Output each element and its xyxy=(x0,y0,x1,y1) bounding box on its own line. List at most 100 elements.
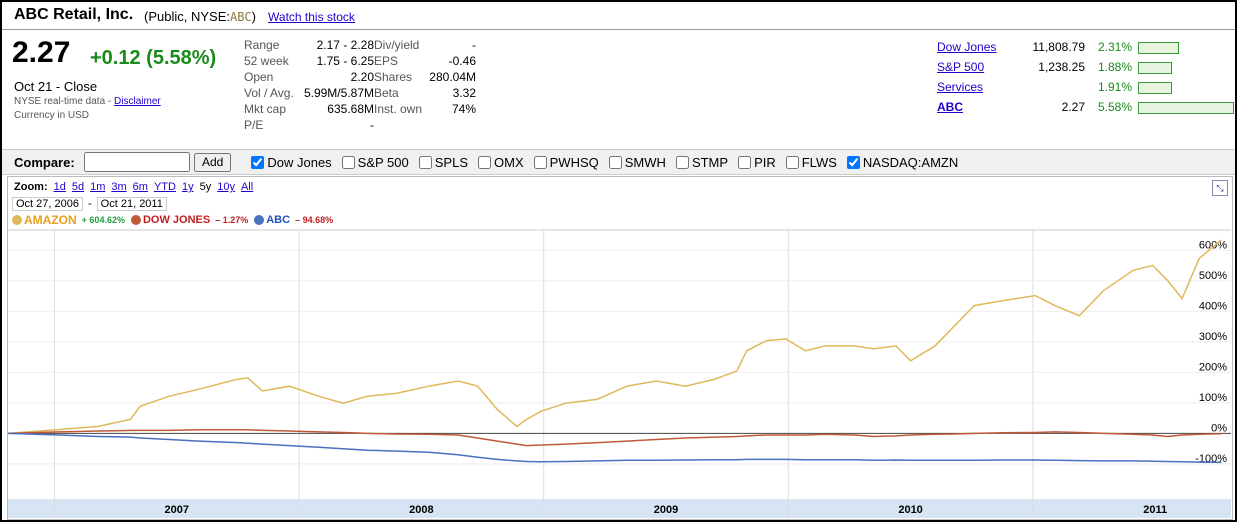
y-tick-label: 0% xyxy=(1211,422,1227,434)
exchange-info: (Public, NYSE: ABC ) Watch this stock xyxy=(144,9,355,24)
stat-value: - xyxy=(370,118,374,132)
compare-bar: Compare: Add Dow Jones S&P 500 SPLS OMX PWHS… xyxy=(2,149,1235,175)
compare-checkbox[interactable] xyxy=(418,155,432,169)
zoom-option[interactable]: 1m xyxy=(90,181,106,193)
y-tick-label: 400% xyxy=(1199,300,1227,312)
legend-change: + 604.62% xyxy=(81,215,125,225)
y-tick-label: 200% xyxy=(1199,361,1227,373)
currency: Currency in USD xyxy=(14,110,90,121)
zoom-option[interactable]: 1y xyxy=(181,181,194,193)
x-tick-label: 2009 xyxy=(654,504,678,516)
y-tick-label: 300% xyxy=(1199,331,1227,343)
series-line xyxy=(7,239,1222,435)
zoom-option[interactable]: 6m xyxy=(132,181,148,193)
y-tick-label: 500% xyxy=(1199,270,1227,282)
compare-checkbox[interactable] xyxy=(341,155,355,169)
series-line xyxy=(7,432,1222,464)
index-bar xyxy=(1138,62,1172,74)
index-bar xyxy=(1138,82,1173,94)
stat-value: 635.68M xyxy=(327,102,374,116)
compare-checkbox[interactable] xyxy=(478,155,492,169)
compare-checkbox[interactable] xyxy=(608,155,622,169)
compare-option: S&P 500 xyxy=(357,154,409,170)
compare-option: PIR xyxy=(754,154,776,170)
compare-option: FLWS xyxy=(801,154,837,170)
index-bar xyxy=(1138,102,1234,114)
stat-label: Inst. own xyxy=(374,102,423,116)
index-change: 1.88% xyxy=(1097,60,1132,74)
index-bar xyxy=(1138,42,1179,54)
add-button[interactable]: Add xyxy=(194,152,232,172)
stat-value: 2.17 - 2.28 xyxy=(316,38,374,52)
price-change: +0.12 (5.58%) xyxy=(90,47,217,69)
y-tick-label: 600% xyxy=(1199,239,1227,251)
exchange-prefix: (Public, NYSE: xyxy=(144,9,230,24)
stat-label: P/E xyxy=(244,118,264,132)
compare-input[interactable] xyxy=(84,152,190,172)
ticker: ABC xyxy=(229,9,252,24)
x-tick-label: 2010 xyxy=(898,504,922,516)
compare-option: SPLS xyxy=(434,154,469,170)
stat-label: Div/yield xyxy=(374,38,420,52)
stat-label: Shares xyxy=(374,70,413,84)
index-link[interactable]: Dow Jones xyxy=(937,40,997,54)
y-tick-label: -100% xyxy=(1195,453,1227,465)
compare-checkbox[interactable] xyxy=(785,155,799,169)
stat-label: Open xyxy=(244,70,274,84)
index-link[interactable]: Services xyxy=(937,80,984,94)
stat-value: 280.04M xyxy=(429,70,476,84)
zoom-option[interactable]: All xyxy=(240,181,254,193)
price: 2.27 xyxy=(12,36,71,69)
source-text: NYSE real-time data - xyxy=(14,96,115,107)
expand-icon[interactable]: ⤡ xyxy=(1212,180,1228,196)
stat-label: Beta xyxy=(374,86,399,100)
index-link[interactable]: S&P 500 xyxy=(937,60,985,74)
zoom-option[interactable]: 5d xyxy=(71,181,85,193)
stat-value: 2.20 xyxy=(350,70,374,84)
index-link[interactable]: ABC xyxy=(937,100,963,114)
index-price: 11,808.79 xyxy=(1032,40,1086,54)
x-axis-band xyxy=(8,499,1231,518)
zoom-option[interactable]: 1d xyxy=(53,181,66,193)
zoom-option[interactable]: YTD xyxy=(153,181,176,193)
index-change: 1.91% xyxy=(1097,80,1132,94)
compare-checkbox[interactable] xyxy=(846,155,860,169)
compare-option: Dow Jones xyxy=(267,154,332,170)
stat-value: 74% xyxy=(451,102,476,116)
stat-label: Vol / Avg. xyxy=(244,86,294,100)
disclaimer-link[interactable]: Disclaimer xyxy=(114,96,161,107)
zoom-option[interactable]: 3m xyxy=(111,181,127,193)
compare-option: NASDAQ:AMZN xyxy=(862,154,959,170)
compare-checkbox[interactable] xyxy=(675,155,689,169)
legend-name: DOW JONES xyxy=(142,214,211,226)
zoom-label: Zoom: xyxy=(14,181,48,193)
compare-checkbox[interactable] xyxy=(251,155,265,169)
legend-dot xyxy=(12,215,22,225)
data-source: NYSE real-time data - Disclaimer xyxy=(14,96,161,107)
x-tick-label: 2011 xyxy=(1143,504,1167,516)
company-name: ABC Retail, Inc. xyxy=(14,6,134,23)
zoom-option: 5y xyxy=(199,181,212,193)
x-tick-label: 2007 xyxy=(165,504,189,516)
legend-name: AMAZON xyxy=(24,213,77,227)
compare-checkbox[interactable] xyxy=(738,155,752,169)
date-from: Oct 27, 2006 xyxy=(12,197,83,211)
x-tick-label: 2008 xyxy=(409,504,433,516)
compare-option: STMP xyxy=(691,154,729,170)
quote-date: Oct 21 - Close xyxy=(14,79,98,94)
stat-value: 5.99M/5.87M xyxy=(303,86,374,100)
zoom-bar: Zoom: 1d 5d 1m 3m 6m YTD 1y 5y 10y All xyxy=(14,181,259,193)
index-change: 2.31% xyxy=(1097,40,1132,54)
header-bar xyxy=(2,2,1235,30)
stat-label: Range xyxy=(244,38,280,52)
zoom-option[interactable]: 10y xyxy=(217,181,235,193)
index-price: 1,238.25 xyxy=(1038,60,1085,74)
stat-value: 3.32 xyxy=(452,86,476,100)
series-line xyxy=(7,429,1222,447)
watch-link[interactable]: Watch this stock xyxy=(268,9,355,24)
legend-name: ABC xyxy=(266,214,291,226)
compare-checkbox[interactable] xyxy=(533,155,547,169)
compare-label: Compare: xyxy=(14,154,75,170)
